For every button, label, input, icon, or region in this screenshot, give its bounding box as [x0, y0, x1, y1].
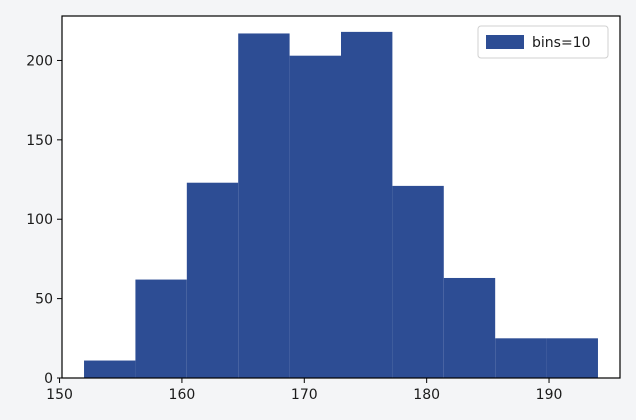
legend-swatch	[486, 35, 524, 49]
legend-label: bins=10	[532, 35, 591, 51]
histogram-bar	[84, 360, 136, 378]
histogram-bar	[186, 182, 239, 378]
legend: bins=10	[477, 25, 609, 59]
x-tick-label: 180	[413, 387, 440, 403]
histogram-bar	[443, 277, 496, 378]
histogram-bar	[392, 185, 444, 378]
plot-frame	[61, 15, 621, 379]
x-axis: 150 160 170 180 190	[46, 378, 562, 403]
x-tick-label: 170	[291, 387, 318, 403]
y-tick-label: 50	[35, 292, 53, 308]
histogram-bar	[135, 279, 187, 378]
y-tick-label: 100	[26, 212, 53, 228]
y-tick-label: 200	[26, 53, 53, 69]
x-tick-label: 160	[169, 387, 196, 403]
histogram-bar	[289, 55, 341, 378]
y-tick-label: 0	[44, 371, 53, 387]
bars-group	[84, 31, 598, 379]
histogram-bar	[546, 338, 598, 378]
histogram-bar	[495, 338, 547, 378]
legend-box	[477, 25, 609, 59]
x-tick-label: 190	[536, 387, 563, 403]
y-axis: 0 50 100 150 200	[26, 53, 62, 387]
histogram-bar	[341, 31, 393, 378]
y-tick-label: 150	[26, 133, 53, 149]
x-tick-label: 150	[46, 387, 73, 403]
histogram-bar	[238, 33, 290, 379]
